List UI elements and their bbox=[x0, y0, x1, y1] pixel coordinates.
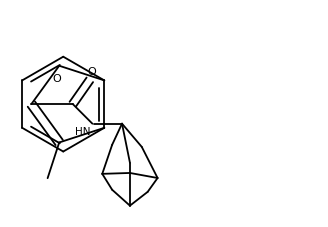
Text: O: O bbox=[88, 67, 96, 76]
Text: HN: HN bbox=[75, 126, 91, 136]
Text: O: O bbox=[53, 73, 62, 83]
